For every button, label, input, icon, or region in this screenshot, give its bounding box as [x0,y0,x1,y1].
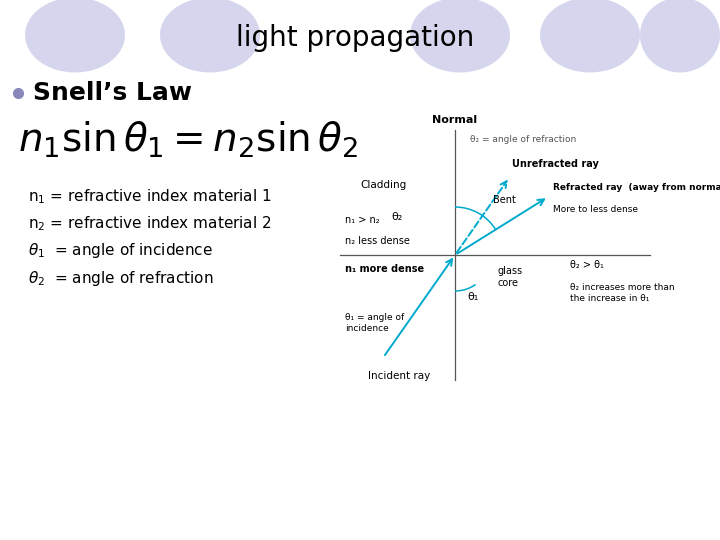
Text: n₁ more dense: n₁ more dense [345,264,424,274]
Ellipse shape [25,0,125,72]
Ellipse shape [410,0,510,72]
Ellipse shape [540,0,640,72]
Ellipse shape [640,0,720,72]
Text: θ₂ = angle of refraction: θ₂ = angle of refraction [470,136,576,145]
Text: $n_1 \sin\theta_1 = n_2 \sin\theta_2$: $n_1 \sin\theta_1 = n_2 \sin\theta_2$ [18,120,359,160]
Text: Bent: Bent [493,195,516,205]
Text: n$_2$ = refractive index material 2: n$_2$ = refractive index material 2 [28,214,271,233]
Text: Cladding: Cladding [360,180,406,190]
Text: Unrefracted ray: Unrefracted ray [513,159,599,169]
Text: θ₂: θ₂ [392,212,402,222]
Text: light propagation: light propagation [236,24,474,52]
Text: θ₂ > θ₁: θ₂ > θ₁ [570,260,604,270]
Text: More to less dense: More to less dense [553,205,639,214]
Text: θ₂ increases more than
the increase in θ₁: θ₂ increases more than the increase in θ… [570,284,675,303]
Text: Normal: Normal [433,115,477,125]
Text: n₁ > n₂: n₁ > n₂ [345,215,379,225]
Text: glass
core: glass core [497,266,522,288]
Text: $\theta_1$  = angle of incidence: $\theta_1$ = angle of incidence [28,241,213,260]
Text: θ₁ = angle of
incidence: θ₁ = angle of incidence [345,313,404,333]
Text: Refracted ray  (away from normal): Refracted ray (away from normal) [553,183,720,192]
Text: θ₁: θ₁ [467,292,479,302]
Text: n$_1$ = refractive index material 1: n$_1$ = refractive index material 1 [28,187,271,206]
Text: Incident ray: Incident ray [369,372,431,381]
Text: $\theta_2$  = angle of refraction: $\theta_2$ = angle of refraction [28,268,214,287]
Ellipse shape [160,0,260,72]
Text: n₂ less dense: n₂ less dense [345,236,410,246]
Text: Snell’s Law: Snell’s Law [33,81,192,105]
